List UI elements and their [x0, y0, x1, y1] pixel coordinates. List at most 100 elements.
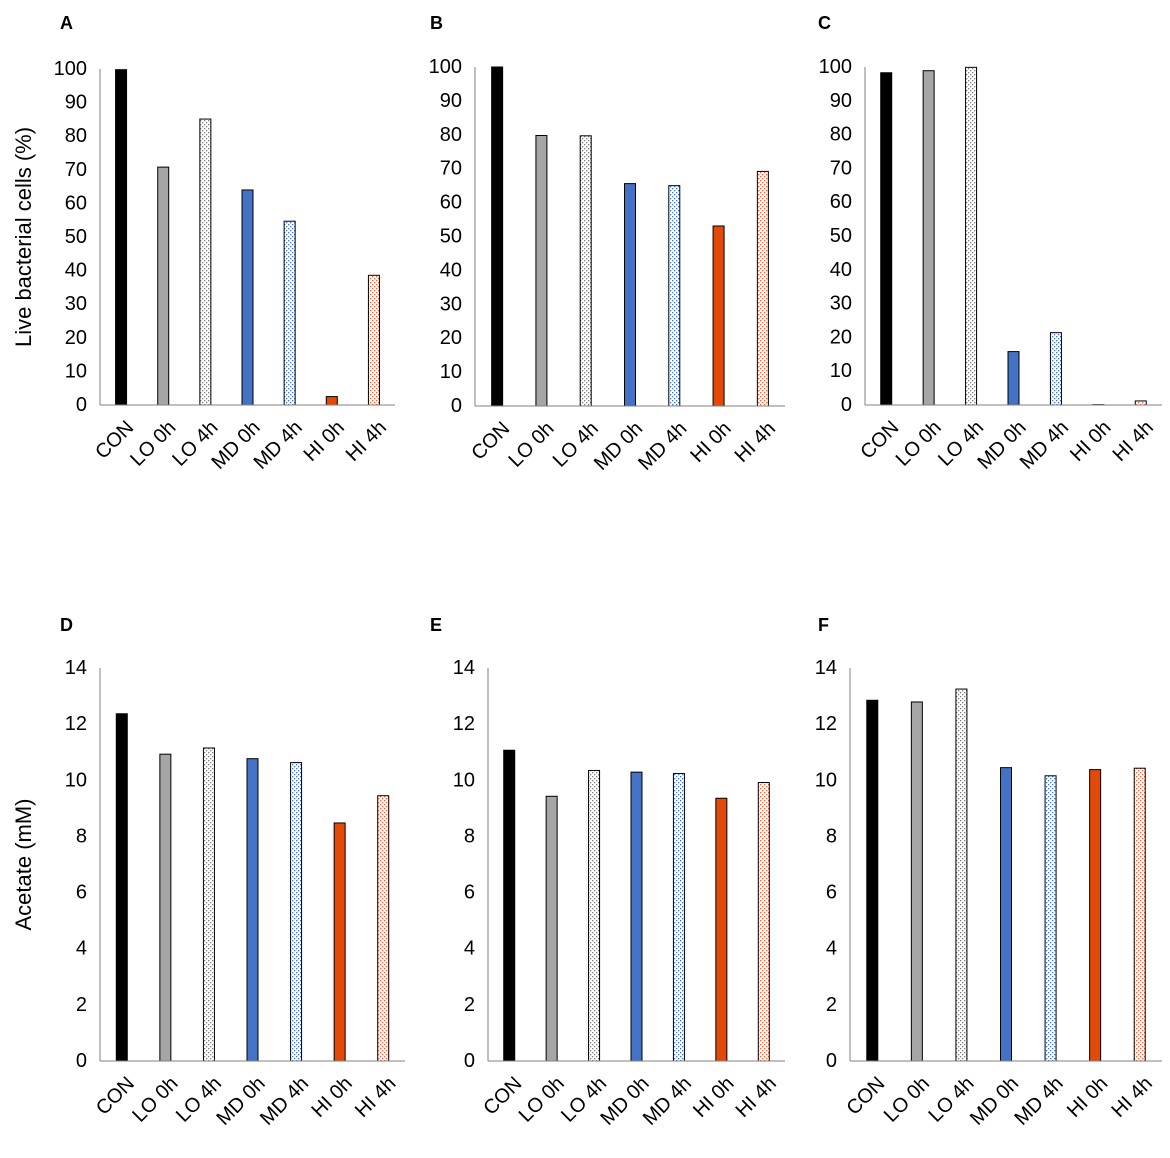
panel-label: C — [818, 13, 831, 33]
x-tick-label: LO 0h — [128, 1073, 182, 1127]
y-tick-label: 12 — [453, 713, 475, 735]
bar — [588, 769, 601, 1062]
x-tick-label: HI 0h — [1063, 1073, 1112, 1122]
bar — [922, 70, 935, 406]
y-tick-label: 60 — [65, 192, 87, 214]
bar — [1133, 767, 1146, 1062]
x-tick-label: HI 4h — [731, 418, 780, 467]
y-tick-label: 60 — [830, 191, 852, 213]
y-tick-label: 14 — [815, 657, 837, 679]
y-tick-label: 30 — [440, 293, 462, 315]
y-tick-label: 0 — [464, 1050, 475, 1072]
panel-label: A — [60, 13, 73, 33]
y-tick-label: 80 — [830, 124, 852, 146]
y-tick-label: 0 — [76, 394, 87, 416]
bar — [965, 66, 978, 406]
y-tick-label: 2 — [76, 994, 87, 1016]
bar — [866, 699, 879, 1062]
bar — [630, 771, 643, 1062]
bar — [246, 758, 259, 1062]
y-tick-label: 0 — [826, 1050, 837, 1072]
x-tick-label: MD 0h — [966, 1073, 1023, 1130]
bar — [1000, 767, 1012, 1062]
x-tick-label: MD 4h — [1011, 1073, 1068, 1130]
y-tick-label: 4 — [76, 938, 87, 960]
y-tick-label: 14 — [65, 657, 87, 679]
bar — [1134, 400, 1147, 406]
y-axis-title: Acetate (mM) — [11, 798, 36, 930]
y-tick-label: 10 — [65, 360, 87, 382]
y-tick-label: 100 — [819, 56, 852, 78]
y-tick-label: 40 — [440, 259, 462, 281]
bar — [1044, 775, 1057, 1062]
y-tick-label: 40 — [830, 259, 852, 281]
bar — [202, 747, 215, 1062]
x-tick-label: HI 0h — [307, 1073, 356, 1122]
x-tick-label: HI 0h — [1066, 417, 1115, 466]
panel-a: A Live bacterial cells (%) 0 10 20 30 40 50 60 70… — [11, 13, 395, 474]
y-tick-label: 6 — [76, 882, 87, 904]
bar — [367, 274, 380, 406]
x-tick-label: HI 4h — [1107, 1073, 1156, 1122]
y-tick-label: 100 — [429, 56, 462, 78]
y-tick-label: 12 — [815, 713, 837, 735]
y-tick-label: 20 — [65, 327, 87, 349]
y-tick-label: 6 — [826, 882, 837, 904]
y-tick-label: 50 — [65, 226, 87, 248]
y-tick-label: 0 — [841, 394, 852, 416]
x-tick-label: MD 0h — [212, 1073, 269, 1130]
y-tick-label: 10 — [815, 769, 837, 791]
y-tick-label: 50 — [830, 225, 852, 247]
y-tick-label: 4 — [464, 938, 475, 960]
panel-label: F — [818, 615, 829, 635]
y-tick-label: 60 — [440, 192, 462, 214]
y-tick-label: 0 — [76, 1050, 87, 1072]
x-tick-label: MD 4h — [634, 418, 691, 475]
x-tick-label: LO 0h — [126, 417, 180, 471]
x-tick-label: LO 0h — [504, 418, 558, 472]
y-tick-label: 14 — [453, 657, 475, 679]
bar — [159, 753, 172, 1062]
y-tick-label: 12 — [65, 713, 87, 735]
y-tick-label: 70 — [440, 158, 462, 180]
x-tick-label: LO 0h — [892, 417, 946, 471]
bar — [283, 220, 296, 406]
bar — [377, 795, 390, 1062]
y-tick-label: 50 — [440, 226, 462, 248]
bar — [199, 118, 212, 406]
panel-label: E — [430, 615, 442, 635]
bar — [115, 713, 128, 1062]
x-tick-label: HI 4h — [342, 417, 391, 466]
bar — [910, 701, 923, 1062]
y-tick-label: 4 — [826, 938, 837, 960]
y-tick-label: 0 — [451, 395, 462, 417]
y-tick-label: 6 — [464, 882, 475, 904]
y-tick-label: 80 — [440, 124, 462, 146]
bar — [756, 170, 769, 407]
panel-label: B — [430, 13, 443, 33]
y-tick-label: 90 — [440, 90, 462, 112]
x-tick-label: HI 0h — [686, 418, 735, 467]
bar — [672, 773, 685, 1062]
y-tick-label: 2 — [464, 994, 475, 1016]
y-tick-label: 30 — [65, 293, 87, 315]
x-tick-label: LO 0h — [880, 1073, 934, 1127]
bar — [535, 134, 548, 407]
x-tick-label: HI 4h — [351, 1073, 400, 1122]
x-tick-label: MD 4h — [1016, 417, 1073, 474]
y-tick-label: 80 — [65, 125, 87, 147]
x-tick-label: HI 4h — [1109, 417, 1158, 466]
bar — [1049, 332, 1062, 406]
bar — [491, 66, 504, 407]
x-tick-label: MD 4h — [639, 1073, 696, 1130]
bar — [115, 69, 128, 406]
y-tick-label: 20 — [830, 326, 852, 348]
bar — [624, 183, 636, 407]
y-tick-label: 90 — [65, 92, 87, 114]
y-tick-label: 70 — [65, 159, 87, 181]
